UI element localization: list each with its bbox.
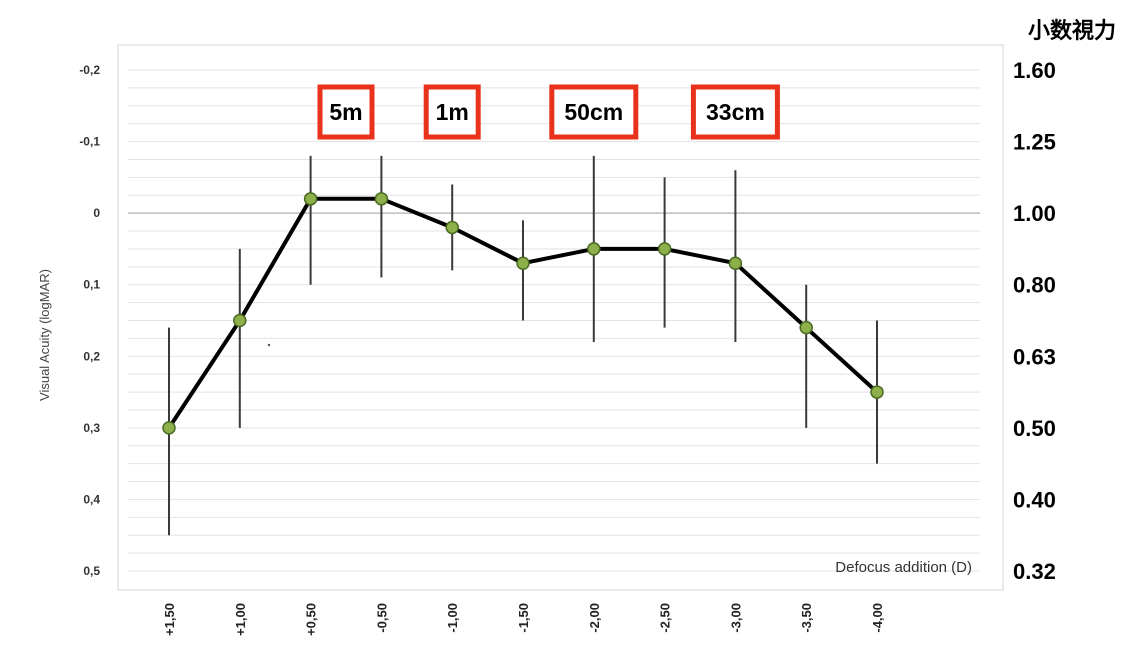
right-tick-label: 0.40 bbox=[1013, 487, 1056, 512]
data-point bbox=[374, 192, 389, 206]
x-tick-label: -0,50 bbox=[374, 603, 389, 633]
distance-marker-box bbox=[317, 84, 375, 140]
right-tick-label: 0.50 bbox=[1013, 416, 1056, 441]
data-point bbox=[233, 313, 247, 328]
y-tick-label: 0,2 bbox=[83, 349, 100, 363]
right-tick-labels: 1.60 1.25 1.00 0.80 0.63 0.50 0.40 0.32 bbox=[1013, 58, 1056, 584]
data-point bbox=[516, 256, 530, 270]
data-point bbox=[303, 192, 318, 206]
data-point bbox=[587, 242, 601, 256]
distance-markers: 5m 1m 50cm 33cm bbox=[317, 84, 780, 140]
distance-marker-box bbox=[423, 84, 481, 140]
right-tick-label: 0.32 bbox=[1013, 559, 1056, 584]
data-point bbox=[870, 385, 884, 399]
distance-marker: 33cm bbox=[690, 84, 780, 140]
x-tick-label: -1,50 bbox=[516, 603, 531, 633]
x-tick-label: -3,00 bbox=[728, 603, 743, 633]
right-tick-label: 1.25 bbox=[1013, 130, 1056, 155]
right-tick-label: 0.63 bbox=[1013, 344, 1056, 369]
x-tick-label: -1,00 bbox=[445, 603, 460, 633]
y-tick-label: 0 bbox=[93, 206, 100, 220]
points-layer bbox=[162, 192, 884, 435]
x-tick-label: -4,00 bbox=[870, 603, 885, 633]
data-point bbox=[728, 256, 743, 270]
y-tick-label: -0,2 bbox=[79, 63, 100, 77]
y-tick-label: 0,3 bbox=[83, 421, 100, 435]
distance-marker: 5m bbox=[317, 84, 375, 140]
right-tick-label: 0.80 bbox=[1013, 273, 1056, 298]
x-axis-title: Defocus addition (D) bbox=[835, 559, 972, 576]
right-axis-title: 小数視力 bbox=[1028, 18, 1116, 43]
distance-marker-label: 33cm bbox=[706, 99, 765, 125]
y-tick-label: 0,5 bbox=[83, 564, 100, 578]
data-point bbox=[799, 320, 813, 335]
distance-marker-label: 50cm bbox=[564, 99, 623, 125]
stray-dot bbox=[267, 343, 271, 347]
y-tick-label: 0,4 bbox=[83, 492, 100, 506]
distance-marker-label: 1m bbox=[436, 99, 469, 125]
right-tick-label: 1.00 bbox=[1013, 201, 1056, 226]
x-tick-label: -2,50 bbox=[658, 603, 673, 633]
x-tick-label: -3,50 bbox=[799, 603, 814, 633]
y-tick-label: -0,1 bbox=[79, 135, 100, 149]
right-tick-label: 1.60 bbox=[1013, 58, 1056, 83]
distance-marker: 1m bbox=[423, 84, 481, 140]
x-tick-label: -2,00 bbox=[587, 603, 602, 633]
x-tick-label: +1,50 bbox=[162, 603, 177, 636]
y-axis-title: Visual Acuity (logMAR) bbox=[37, 269, 52, 401]
data-point bbox=[657, 242, 672, 256]
distance-marker-label: 5m bbox=[329, 99, 362, 125]
x-tick-labels: +1,50 +1,00 +0,50 -0,50 -1,00 -1,50 -2,00 -2,50… bbox=[162, 603, 885, 636]
data-point bbox=[445, 220, 459, 235]
grid-layer bbox=[128, 69, 980, 572]
y-tick-labels: -0,2 -0,1 0 0,1 0,2 0,3 0,4 0,5 bbox=[79, 63, 100, 578]
distance-marker: 50cm bbox=[549, 84, 639, 140]
x-tick-label: +0,50 bbox=[304, 603, 319, 636]
x-tick-label: +1,00 bbox=[233, 603, 248, 636]
data-point bbox=[162, 421, 176, 435]
y-tick-label: 0,1 bbox=[83, 278, 100, 292]
distance-marker-box bbox=[690, 84, 780, 140]
distance-marker-box bbox=[549, 84, 639, 140]
